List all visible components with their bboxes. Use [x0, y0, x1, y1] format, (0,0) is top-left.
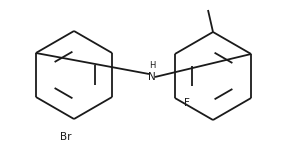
Text: F: F: [184, 98, 190, 108]
Text: H: H: [149, 61, 155, 70]
Text: Br: Br: [60, 132, 72, 142]
Text: N: N: [148, 72, 156, 82]
